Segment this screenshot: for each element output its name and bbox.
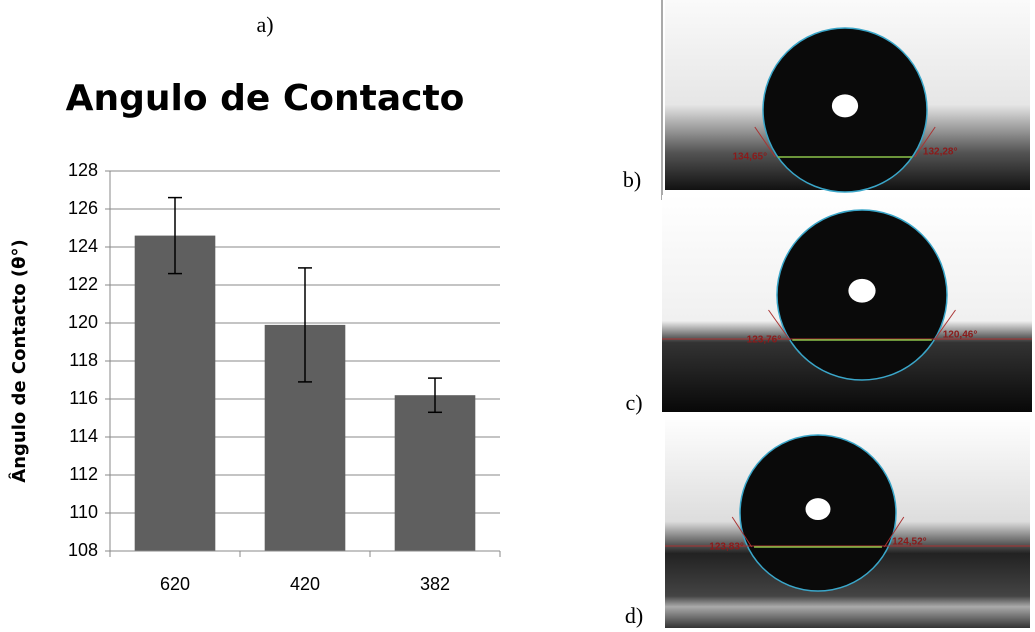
- x-tick-label: 382: [420, 574, 450, 594]
- bar: [395, 395, 476, 551]
- y-tick-label: 112: [69, 464, 98, 484]
- y-tick-label: 122: [68, 274, 98, 294]
- panel-label: b): [623, 167, 641, 192]
- panel-label: d): [625, 603, 643, 628]
- y-tick-label: 108: [68, 540, 98, 560]
- y-tick-label: 114: [69, 426, 98, 446]
- angle-label: 123,76°: [747, 335, 782, 346]
- y-axis-title: Ângulo de Contacto (θ°): [8, 239, 30, 482]
- y-tick-label: 116: [69, 388, 98, 408]
- bar: [135, 236, 216, 551]
- highlight: [806, 498, 831, 520]
- angle-label: 120,46°: [943, 330, 978, 341]
- panel-label: a): [256, 12, 273, 37]
- highlight: [848, 279, 875, 303]
- angle-label: 134,65°: [733, 152, 768, 163]
- figure: a) Angulo de Contacto Ângulo de Contacto…: [0, 0, 1035, 632]
- y-tick-label: 128: [68, 160, 98, 180]
- angle-label: 123,83°: [709, 542, 744, 553]
- y-tick-label: 124: [68, 236, 98, 256]
- highlight: [832, 94, 858, 117]
- x-tick-label: 620: [160, 574, 190, 594]
- angle-label: 132,28°: [923, 147, 958, 158]
- x-tick-label: 420: [290, 574, 320, 594]
- angle-label: 124,52°: [892, 537, 927, 548]
- panel-label: c): [625, 390, 642, 415]
- y-tick-label: 120: [68, 312, 98, 332]
- y-tick-label: 118: [69, 350, 98, 370]
- chart-title: Angulo de Contacto: [66, 78, 465, 119]
- y-tick-label: 126: [68, 198, 98, 218]
- y-tick-label: 110: [69, 502, 98, 522]
